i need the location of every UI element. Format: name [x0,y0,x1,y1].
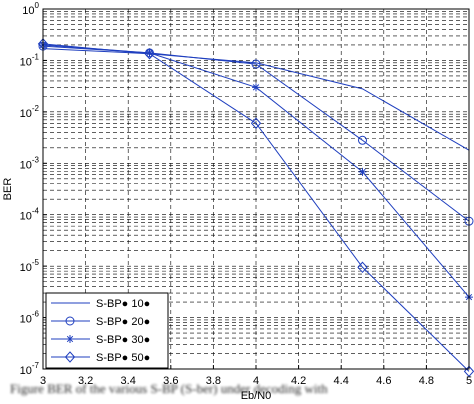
legend-entry: S-BP● 50● [96,352,150,364]
x-tick-label: 5 [466,375,472,387]
series-layer [37,38,474,378]
data-point [358,167,367,176]
series-line [42,43,470,372]
data-point [251,59,261,69]
x-tick-label: 3.2 [78,375,93,387]
legend-marker [64,351,76,363]
y-tick-label: 10-4 [20,207,40,223]
series-1 [42,48,470,151]
data-point [252,83,260,92]
series-2 [38,41,474,226]
x-tick-label: 4.8 [419,375,434,387]
data-point [358,135,367,145]
x-tick-label: 3.6 [163,375,178,387]
legend: S-BP● 10● S-BP● 20● S-BP● 30● S-BP● 50● [45,292,169,369]
x-ticks: 3 3.2 3.4 3.6 3.8 4 4.2 4.4 4.6 4.8 5 [40,365,472,387]
legend-entry: S-BP● 10● [96,298,150,310]
x-tick-label: 3.4 [121,375,136,387]
y-tick-label: 10-1 [20,52,40,68]
legend-marker [66,335,74,343]
data-point [144,47,155,60]
data-point [463,365,474,378]
y-tick-label: 10-6 [20,310,40,326]
data-point [145,48,154,57]
legend-entry: S-BP● 20● [96,316,150,328]
legend-entry: S-BP● 30● [96,334,150,346]
data-point [250,117,262,130]
legend-marker [65,316,75,326]
x-tick-label: 4.2 [291,375,306,387]
y-tick-label: 10-5 [20,258,40,274]
x-tick-label: 4.6 [376,375,391,387]
x-tick-label: 4.4 [334,375,349,387]
data-point [357,261,368,274]
figure-caption: Figure BER of the various S-BP (S-ber) u… [10,381,328,396]
y-tick-label: 10-2 [20,104,40,120]
series-4 [37,38,474,378]
x-axis-label: Eb/N0 [241,390,272,402]
y-tick-label: 100 [22,1,39,17]
y-ticks: 100 10-1 10-2 10-3 10-4 10-5 10-6 10-7 [20,1,47,377]
series-line [42,48,470,151]
y-tick-label: 10-7 [20,361,40,377]
x-tick-label: 3.8 [206,375,221,387]
x-tick-label: 3 [40,375,46,387]
x-tick-label: 4 [253,375,259,387]
y-axis-label: BER [2,178,14,201]
y-tick-label: 10-3 [20,155,40,171]
